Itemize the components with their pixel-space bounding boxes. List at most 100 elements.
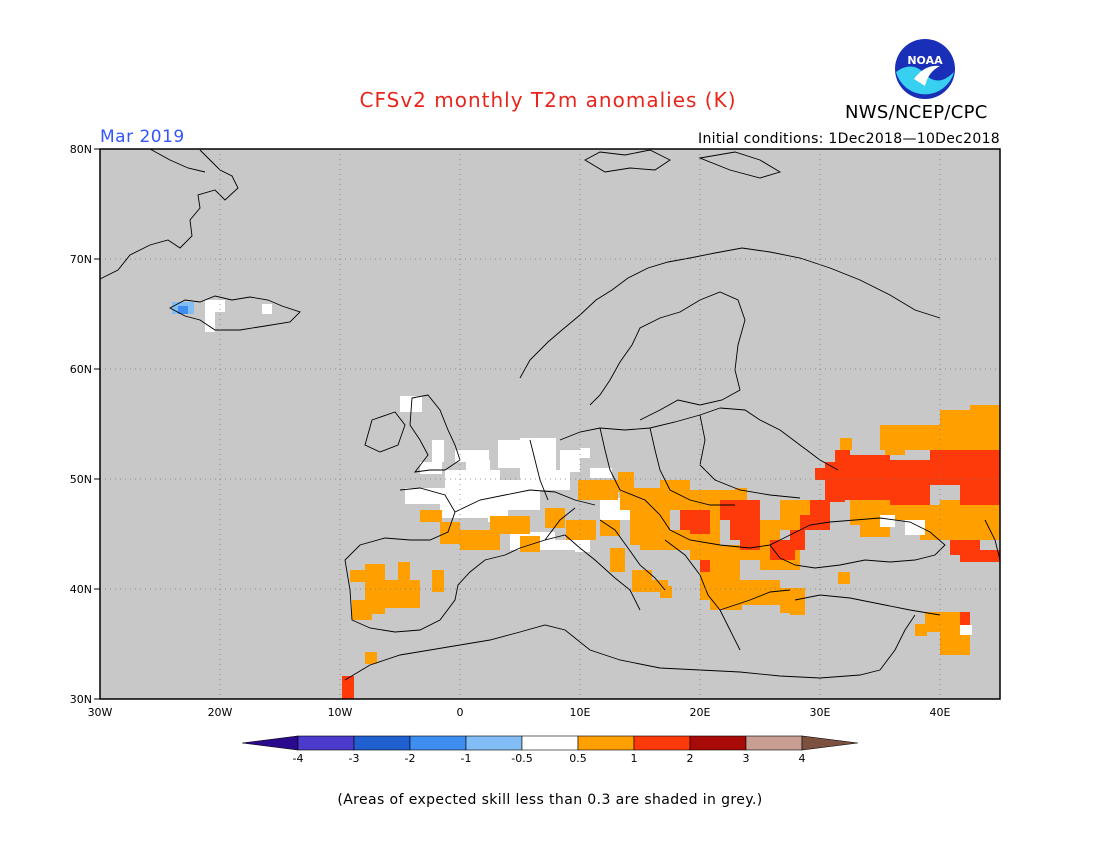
anomaly-cell — [630, 510, 670, 545]
anomaly-cell — [960, 612, 970, 626]
anomaly-cell — [970, 405, 1000, 425]
anomaly-cell — [920, 505, 1000, 540]
anomaly-cell — [640, 530, 690, 550]
anomaly-cell — [925, 612, 960, 632]
anomaly-cell — [480, 480, 540, 510]
anomaly-cell — [400, 396, 422, 412]
skill-footnote: (Areas of expected skill less than 0.3 a… — [337, 792, 763, 808]
anomaly-cell — [840, 438, 852, 450]
colorbar-segment — [409, 735, 467, 751]
anomaly-cell — [172, 302, 194, 314]
anomaly-cell — [460, 530, 500, 550]
anomaly-cell — [880, 425, 940, 450]
anomaly-cell — [262, 304, 272, 314]
anomaly-cell — [445, 470, 500, 490]
lon-label: 30W — [88, 706, 113, 719]
anomaly-cell — [735, 488, 747, 500]
anomaly-cell — [930, 445, 1000, 485]
anomaly-cell — [398, 562, 410, 580]
anomaly-cell — [365, 652, 377, 664]
colorbar-label: 3 — [743, 752, 750, 765]
anomaly-cell — [632, 570, 652, 592]
anomaly-cell — [455, 450, 489, 462]
lat-label: 70N — [70, 253, 92, 266]
anomaly-cell — [710, 598, 740, 610]
anomaly-cell — [960, 480, 1000, 510]
anomaly-cell — [575, 540, 590, 552]
anomaly-cell — [540, 470, 570, 490]
colorbar-segment — [633, 735, 691, 751]
anomaly-cell — [590, 468, 612, 478]
anomaly-cells — [172, 300, 1000, 699]
anomaly-cell — [178, 306, 188, 314]
anomaly-cell — [365, 564, 385, 614]
anomaly-cell — [810, 500, 830, 515]
colorbar-label: 0.5 — [569, 752, 587, 765]
anomaly-cell — [780, 500, 810, 530]
colorbar-label: -4 — [293, 752, 304, 765]
anomaly-cell — [578, 480, 618, 500]
anomaly-cell — [880, 515, 895, 527]
anomaly-cell — [940, 410, 1000, 450]
lat-label: 40N — [70, 583, 92, 596]
anomaly-cell — [618, 472, 634, 492]
lon-label: 10E — [570, 706, 591, 719]
anomaly-cell — [800, 515, 830, 530]
anomaly-cell — [205, 300, 225, 312]
anomaly-cell — [760, 550, 800, 570]
anomaly-cell — [950, 540, 980, 555]
anomaly-cell — [660, 480, 690, 510]
anomaly-cell — [610, 548, 625, 572]
colorbar-segment — [297, 735, 355, 751]
anomaly-cell — [730, 520, 760, 540]
colorbar — [241, 735, 859, 751]
anomaly-cell — [405, 488, 485, 504]
map-background — [100, 149, 1000, 699]
anomaly-cell — [915, 624, 927, 636]
colorbar-label: -2 — [405, 752, 416, 765]
anomaly-cell — [490, 516, 530, 534]
anomaly-cell — [560, 450, 580, 472]
anomaly-cell — [488, 508, 508, 522]
anomaly-cell — [555, 540, 575, 550]
colorbar-arrow-right — [801, 735, 859, 751]
colorbar-label: 2 — [687, 752, 694, 765]
anomaly-cell — [845, 455, 890, 500]
forecast-month: Mar 2019 — [100, 127, 185, 147]
graticule — [100, 149, 1000, 699]
colorbar-label: -3 — [349, 752, 360, 765]
anomaly-cell — [600, 498, 630, 520]
anomaly-cell — [650, 580, 668, 592]
anomaly-cell — [432, 570, 444, 592]
anomaly-cell — [690, 522, 710, 534]
colorbar-label: -1 — [461, 752, 472, 765]
anomaly-cell — [520, 438, 556, 488]
anomaly-cell — [440, 522, 460, 544]
colorbar-label: -0.5 — [511, 752, 532, 765]
anomaly-cell — [420, 510, 442, 522]
anomaly-cell — [860, 525, 890, 537]
anomaly-cell — [825, 462, 845, 502]
anomaly-cell — [700, 560, 710, 572]
anomaly-cell — [600, 520, 620, 536]
lon-label: 20E — [690, 706, 711, 719]
colorbar-segment — [465, 735, 523, 751]
lon-label: 20W — [208, 706, 233, 719]
anomaly-cell — [520, 536, 540, 552]
anomaly-cell — [780, 588, 805, 613]
initial-conditions: Initial conditions: 1Dec2018—10Dec2018 — [698, 131, 1000, 147]
anomaly-cell — [690, 490, 740, 520]
anomaly-cell — [700, 580, 740, 600]
colorbar-segment — [745, 735, 803, 751]
anomaly-cell — [850, 500, 890, 525]
anomaly-cell — [740, 580, 780, 605]
anomaly-cell — [940, 625, 970, 655]
colorbar-segment — [577, 735, 635, 751]
colorbar-segment — [353, 735, 411, 751]
logo-text: NOAA — [907, 54, 943, 67]
anomaly-cell — [620, 488, 660, 510]
anomaly-cell — [342, 676, 354, 699]
anomaly-cell — [730, 598, 742, 610]
anomaly-cell — [440, 502, 495, 518]
anomaly-cell — [385, 580, 420, 608]
